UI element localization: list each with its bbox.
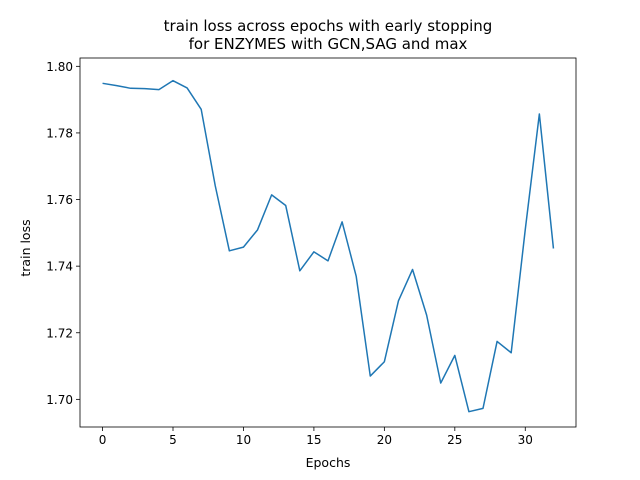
y-axis-label: train loss xyxy=(18,219,33,276)
y-tick-label: 1.70 xyxy=(46,393,73,407)
plot-area: 0 5 10 15 20 25 30 1.70 1.72 1.74 1.76 1.78 1.80 xyxy=(46,57,577,447)
y-tick-label: 1.72 xyxy=(46,326,73,340)
chart-subtitle: for ENZYMES with GCN,SAG and max xyxy=(189,35,468,53)
series-line xyxy=(102,79,555,413)
x-tick-label: 5 xyxy=(169,433,177,447)
x-tick-label: 30 xyxy=(518,433,533,447)
axes-frame xyxy=(79,57,577,428)
chart-title: train loss across epochs with early stop… xyxy=(164,17,493,35)
x-tick-label: 0 xyxy=(99,433,107,447)
y-tick-label: 1.78 xyxy=(46,126,73,140)
x-tick-label: 15 xyxy=(306,433,321,447)
x-axis-label: Epochs xyxy=(306,455,351,470)
y-tick-label: 1.76 xyxy=(46,193,73,207)
y-tick-label: 1.80 xyxy=(46,60,73,74)
x-tick-label: 20 xyxy=(377,433,392,447)
x-tick-label: 25 xyxy=(447,433,462,447)
y-tick-label: 1.74 xyxy=(46,260,73,274)
x-tick-label: 10 xyxy=(236,433,251,447)
